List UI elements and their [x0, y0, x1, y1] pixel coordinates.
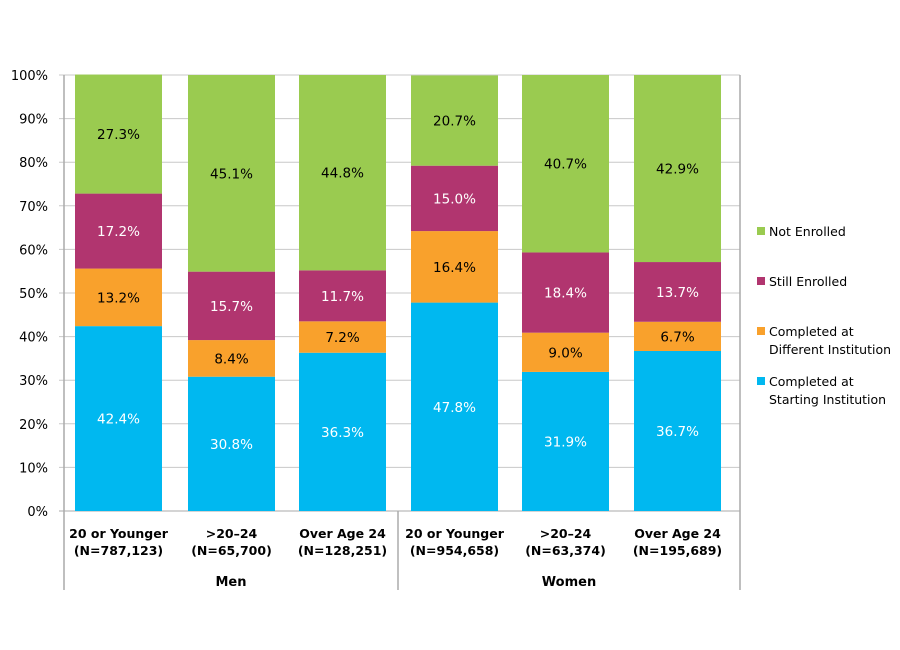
y-tick-label: 90%: [19, 113, 48, 128]
bar-segment: [75, 326, 162, 511]
data-label: 13.2%: [97, 290, 140, 306]
bar-segment: [634, 75, 721, 263]
legend-swatch: [757, 327, 765, 335]
group-label: Men: [215, 575, 246, 590]
data-label: 15.0%: [433, 191, 476, 207]
bar-segment: [522, 371, 609, 511]
data-label: 20.7%: [433, 114, 476, 130]
bar-segment: [411, 231, 498, 303]
data-label: 13.7%: [656, 285, 699, 301]
legend-swatch: [757, 377, 765, 385]
data-label: 17.2%: [97, 224, 140, 240]
legend-swatch: [757, 227, 765, 235]
data-label: 9.0%: [548, 345, 582, 361]
legend-label: Starting Institution: [769, 392, 886, 407]
category-n-label: (N=787,123): [74, 543, 163, 558]
category-label: 20 or Younger: [69, 526, 169, 541]
bar-segment: [411, 75, 498, 166]
data-label: 36.7%: [656, 424, 699, 440]
legend-label: Still Enrolled: [769, 274, 847, 289]
group-label: Women: [542, 575, 596, 590]
category-n-label: (N=65,700): [191, 543, 272, 558]
bar-segment: [634, 262, 721, 322]
bar-segment: [299, 321, 386, 353]
data-label: 18.4%: [544, 286, 587, 302]
bar-segment: [299, 352, 386, 511]
y-tick-label: 10%: [19, 461, 48, 476]
data-label: 47.8%: [433, 400, 476, 416]
y-tick-label: 20%: [19, 418, 48, 433]
y-tick-label: 50%: [19, 287, 48, 302]
bar-segment: [634, 321, 721, 351]
data-label: 27.3%: [97, 127, 140, 143]
data-label: 45.1%: [210, 166, 253, 182]
y-tick-label: 100%: [11, 69, 48, 84]
bar-segment: [75, 193, 162, 269]
bar-segment: [522, 75, 609, 253]
bar-segment: [188, 75, 275, 272]
category-label: Over Age 24: [299, 526, 386, 541]
data-label: 15.7%: [210, 299, 253, 315]
category-n-label: (N=128,251): [298, 543, 387, 558]
legend-swatch: [757, 277, 765, 285]
category-label: Over Age 24: [634, 526, 721, 541]
category-label: >20–24: [540, 526, 592, 541]
y-tick-label: 30%: [19, 374, 48, 389]
data-label: 44.8%: [321, 166, 364, 182]
data-label: 31.9%: [544, 434, 587, 450]
data-label: 40.7%: [544, 157, 587, 173]
bar-segment: [522, 252, 609, 333]
category-n-label: (N=195,689): [633, 543, 722, 558]
legend-label: Completed at: [769, 324, 854, 339]
bar-segment: [75, 268, 162, 327]
data-label: 11.7%: [321, 289, 364, 305]
bar-segment: [411, 302, 498, 511]
category-n-label: (N=63,374): [525, 543, 606, 558]
data-label: 30.8%: [210, 437, 253, 453]
bar-segment: [299, 75, 386, 271]
data-label: 6.7%: [660, 329, 694, 345]
y-tick-label: 70%: [19, 200, 48, 215]
category-label: >20–24: [206, 526, 258, 541]
y-tick-label: 40%: [19, 331, 48, 346]
bar-segment: [634, 350, 721, 511]
bar-segment: [299, 270, 386, 322]
legend-label: Completed at: [769, 374, 854, 389]
data-label: 36.3%: [321, 425, 364, 441]
data-label: 7.2%: [325, 330, 359, 346]
data-label: 16.4%: [433, 260, 476, 276]
category-n-label: (N=954,658): [410, 543, 499, 558]
y-tick-label: 0%: [27, 505, 48, 520]
y-tick-label: 80%: [19, 156, 48, 171]
bar-segment: [188, 340, 275, 377]
legend-label: Not Enrolled: [769, 224, 846, 239]
legend-label: Different Institution: [769, 342, 891, 357]
data-label: 8.4%: [214, 351, 248, 367]
bar-segment: [411, 165, 498, 232]
category-label: 20 or Younger: [405, 526, 505, 541]
data-label: 42.9%: [656, 162, 699, 178]
bar-segment: [75, 74, 162, 194]
bar-segment: [522, 332, 609, 372]
y-tick-label: 60%: [19, 243, 48, 258]
data-label: 42.4%: [97, 412, 140, 428]
bar-segment: [188, 271, 275, 341]
bar-segment: [188, 376, 275, 511]
